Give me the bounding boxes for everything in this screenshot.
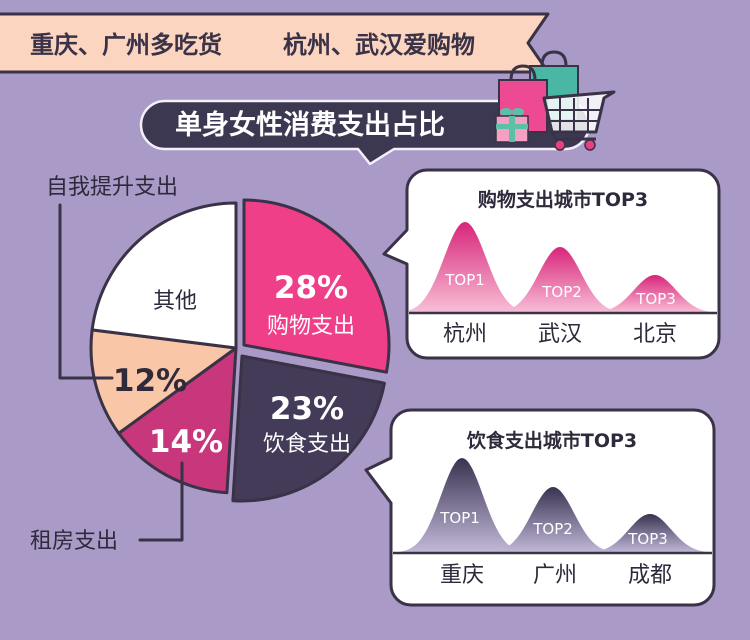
rank-curve-2 bbox=[469, 487, 637, 553]
slice-label-rent: 租房支出 bbox=[30, 529, 118, 554]
banner-right-text: 杭州、武汉爱购物 bbox=[283, 31, 475, 59]
pie-labels: 其他 28% 购物支出 23% 饮食支出 12% 14% bbox=[113, 270, 355, 460]
pie-slice-shopping bbox=[242, 198, 391, 374]
title-pill: 单身女性消费支出占比 bbox=[139, 99, 591, 166]
rank-label: TOP1 bbox=[444, 271, 485, 289]
rank-label: TOP2 bbox=[541, 283, 582, 301]
rank-curve-2 bbox=[476, 247, 644, 313]
slice-label-other: 其他 bbox=[153, 289, 197, 314]
food-city-callout: 饮食支出城市TOP3 TOP1 TOP2 TOP3 重庆 广州 成都 bbox=[364, 408, 716, 607]
rank-curve-3 bbox=[571, 275, 717, 313]
slice-value-self-improvement: 12% bbox=[113, 363, 187, 399]
city-label: 武汉 bbox=[538, 322, 582, 347]
top-banner: 重庆、广州多吃货 杭州、武汉爱购物 bbox=[0, 12, 550, 74]
rank-label: TOP3 bbox=[627, 530, 668, 548]
city-label: 北京 bbox=[633, 322, 677, 347]
pie-slice-food bbox=[231, 354, 386, 503]
city-label: 重庆 bbox=[440, 563, 484, 588]
gift-icon bbox=[495, 108, 529, 143]
city-label: 杭州 bbox=[443, 322, 487, 347]
rank-curve-1 bbox=[409, 222, 549, 313]
slice-value-shopping: 28% bbox=[274, 270, 348, 306]
rank-label: TOP3 bbox=[635, 290, 676, 308]
annotation-self-improvement: 自我提升支出 bbox=[46, 175, 178, 380]
slice-value-rent: 14% bbox=[149, 424, 223, 460]
leader-line bbox=[58, 203, 114, 380]
rank-label: TOP2 bbox=[532, 520, 573, 538]
rank-curve-1 bbox=[393, 458, 546, 553]
slice-value-food: 23% bbox=[270, 391, 344, 427]
callout-title: 饮食支出城市TOP3 bbox=[466, 429, 637, 452]
slice-label-shopping: 购物支出 bbox=[267, 314, 355, 339]
banner-ribbon bbox=[0, 12, 550, 74]
banner-left-text: 重庆、广州多吃货 bbox=[30, 31, 222, 59]
shopping-cart-icon bbox=[542, 90, 616, 151]
rank-label: TOP1 bbox=[439, 509, 480, 527]
city-label: 成都 bbox=[628, 563, 672, 588]
rank-curves bbox=[393, 458, 712, 553]
rank-curve-3 bbox=[566, 514, 712, 553]
callout-title: 购物支出城市TOP3 bbox=[478, 188, 648, 211]
leader-line bbox=[138, 461, 184, 542]
shopping-icons bbox=[495, 50, 616, 151]
shopping-city-callout: 购物支出城市TOP3 TOP1 TOP2 TOP3 杭州 武汉 北京 bbox=[382, 168, 721, 360]
pie-slice-self-improvement bbox=[89, 328, 238, 435]
pie-slice-rent bbox=[117, 346, 238, 495]
pie-slice-other bbox=[90, 201, 238, 350]
city-label: 广州 bbox=[533, 563, 577, 588]
chart-title: 单身女性消费支出占比 bbox=[175, 109, 445, 141]
rank-curves bbox=[409, 222, 717, 313]
slice-label-self-improvement: 自我提升支出 bbox=[46, 175, 178, 200]
pie-chart bbox=[89, 198, 391, 503]
annotation-rent: 租房支出 bbox=[30, 461, 184, 554]
slice-label-food: 饮食支出 bbox=[263, 432, 351, 457]
